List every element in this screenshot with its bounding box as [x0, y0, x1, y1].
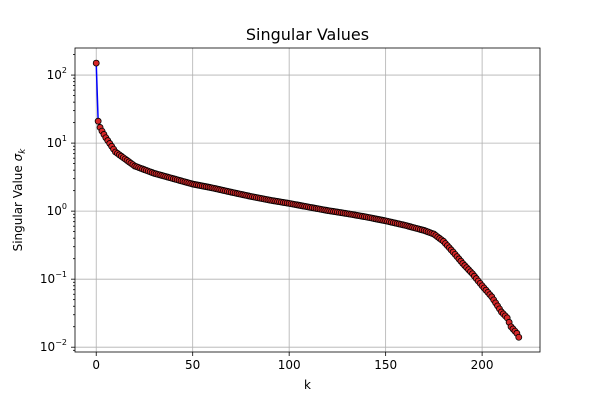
plot-frame: [74, 47, 541, 353]
grid: [75, 48, 540, 352]
x-tick-label: 100: [278, 358, 301, 372]
y-axis-label: Singular Value σk: [11, 148, 28, 252]
y-axis-label-subscript: k: [18, 148, 28, 154]
series-layer: [92, 59, 523, 341]
x-tick-label: 50: [185, 358, 200, 372]
data-point: [94, 117, 102, 125]
ticks: 0 50 100 150 200 10−2 10−1 100 101 102: [40, 54, 494, 372]
y-tick-label: 10−2: [40, 338, 67, 354]
y-tick-label: 100: [47, 202, 67, 218]
y-axis-label-symbol: σ: [11, 153, 25, 161]
chart-title: Singular Values: [246, 25, 369, 44]
x-tick-label: 200: [471, 358, 494, 372]
series-line: [95, 63, 520, 338]
x-tick-label: 0: [92, 358, 100, 372]
y-tick-label: 10−1: [40, 270, 67, 286]
y-tick-label: 102: [47, 66, 67, 82]
data-point: [92, 59, 100, 67]
x-axis-label: k: [304, 378, 311, 392]
y-tick-label: 101: [47, 134, 67, 150]
x-tick-label: 150: [374, 358, 397, 372]
data-point: [515, 333, 523, 341]
y-axis-label-text: Singular Value: [11, 165, 25, 251]
